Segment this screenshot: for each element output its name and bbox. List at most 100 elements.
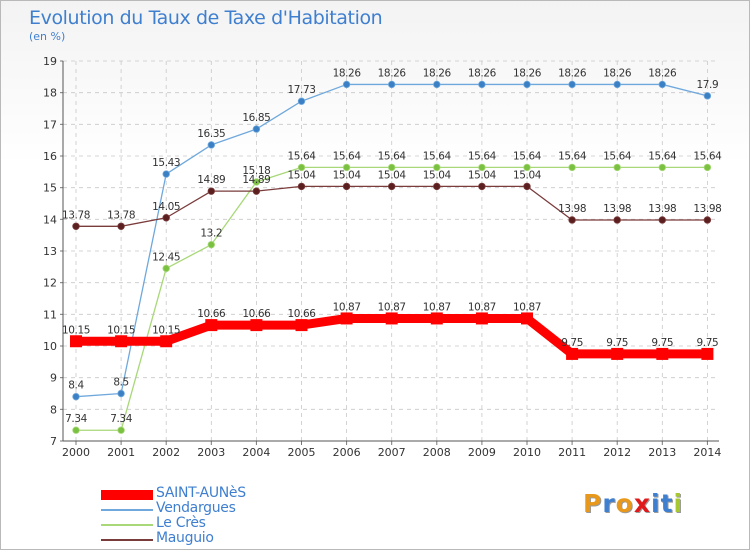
- y-tick-label: 19: [43, 55, 57, 68]
- series-point: [568, 163, 576, 172]
- series-point: [252, 178, 261, 186]
- data-label: 9.75: [606, 337, 628, 349]
- data-label: 17.73: [287, 84, 315, 96]
- series-point: [207, 240, 215, 249]
- series-point: [611, 347, 624, 360]
- series-point: [656, 347, 669, 360]
- legend-label: SAINT-AUNèS: [156, 485, 246, 501]
- series-point: [160, 335, 173, 348]
- logo-letter: o: [615, 489, 634, 518]
- data-label: 14.89: [197, 174, 225, 186]
- series-point: [523, 163, 531, 172]
- y-tick-label: 17: [43, 118, 57, 131]
- data-label: 13.98: [693, 203, 721, 215]
- data-label: 15.04: [423, 169, 452, 181]
- data-label: 10.66: [197, 308, 226, 320]
- x-tick-label: 2008: [423, 446, 451, 459]
- data-label: 15.64: [513, 150, 542, 162]
- data-label: 15.64: [423, 150, 452, 162]
- x-tick-label: 2011: [558, 446, 586, 459]
- proxiti-logo: Proxiti: [583, 489, 683, 518]
- series-point: [117, 222, 125, 230]
- logo-letter: r: [602, 489, 616, 518]
- series-point: [433, 182, 441, 191]
- data-label: 18.26: [333, 67, 362, 79]
- series-point: [478, 182, 486, 191]
- series-point: [205, 319, 218, 332]
- data-label: 9.75: [697, 337, 719, 349]
- y-tick-label: 11: [43, 308, 57, 321]
- x-tick-label: 2013: [648, 446, 676, 459]
- data-label: 9.75: [651, 337, 673, 349]
- data-label: 13.98: [603, 203, 631, 215]
- logo-letter: t: [660, 489, 674, 518]
- x-tick-label: 2004: [242, 446, 270, 459]
- logo-letter: i: [651, 489, 661, 518]
- data-label: 10.87: [468, 301, 496, 313]
- chart-subtitle: (en %): [29, 30, 66, 43]
- x-tick-label: 2012: [603, 446, 631, 459]
- data-label: 10.66: [287, 308, 316, 320]
- data-label: 15.64: [558, 150, 587, 162]
- data-label: 18.26: [423, 67, 452, 79]
- series-point: [703, 92, 712, 100]
- legend-label: Vendargues: [156, 500, 236, 516]
- series-point: [388, 163, 396, 172]
- x-tick-label: 2010: [513, 446, 541, 459]
- x-tick-label: 2003: [197, 446, 225, 459]
- x-tick-label: 2005: [288, 446, 316, 459]
- data-label: 7.34: [65, 413, 87, 425]
- data-label: 15.64: [378, 150, 407, 162]
- series-point: [523, 80, 531, 89]
- legend-label: Le Crès: [156, 515, 206, 531]
- series-point: [475, 312, 488, 325]
- legend-swatch: [101, 489, 153, 500]
- data-label: 15.64: [648, 150, 677, 162]
- series-point: [568, 216, 576, 224]
- series-point: [295, 319, 308, 332]
- legend-swatch: [101, 508, 153, 511]
- chart-title: Evolution du Taux de Taxe d'Habitation: [29, 7, 383, 29]
- series-point: [342, 80, 351, 89]
- series-point: [613, 80, 621, 89]
- series-point: [703, 216, 712, 224]
- series-point: [340, 312, 353, 325]
- x-tick-label: 2002: [152, 446, 180, 459]
- data-label: 15.04: [287, 169, 316, 181]
- series-point: [568, 80, 576, 89]
- data-label: 15.64: [468, 150, 497, 162]
- logo-letter: x: [633, 489, 651, 518]
- series-point: [70, 335, 82, 348]
- legend-label: Mauguio: [156, 530, 214, 546]
- series-point: [297, 97, 306, 105]
- series-point: [117, 389, 125, 398]
- data-label: 10.87: [513, 301, 541, 313]
- series-point: [613, 163, 621, 172]
- data-label: 13.78: [107, 209, 135, 221]
- x-tick-label: 2014: [693, 446, 721, 459]
- data-label: 15.43: [152, 157, 180, 169]
- y-tick-label: 13: [43, 245, 57, 258]
- data-label: 10.15: [62, 324, 90, 336]
- data-label: 10.87: [423, 301, 451, 313]
- y-tick-label: 8: [50, 403, 57, 416]
- series-point: [385, 312, 398, 325]
- data-label: 14.89: [242, 174, 270, 186]
- series-point: [297, 163, 306, 172]
- data-label: 18.26: [378, 67, 407, 79]
- data-label: 18.26: [468, 67, 497, 79]
- data-label: 16.35: [197, 128, 225, 140]
- logo-letter: P: [583, 489, 603, 518]
- data-label: 15.64: [287, 150, 316, 162]
- series-point: [162, 264, 170, 273]
- series-point: [117, 426, 125, 434]
- data-label: 9.75: [561, 337, 583, 349]
- series-point: [72, 426, 80, 434]
- data-label: 10.15: [152, 324, 180, 336]
- data-label: 8.5: [113, 377, 129, 389]
- series-point: [430, 312, 443, 325]
- data-label: 14.05: [152, 201, 180, 213]
- y-tick-label: 14: [43, 213, 57, 226]
